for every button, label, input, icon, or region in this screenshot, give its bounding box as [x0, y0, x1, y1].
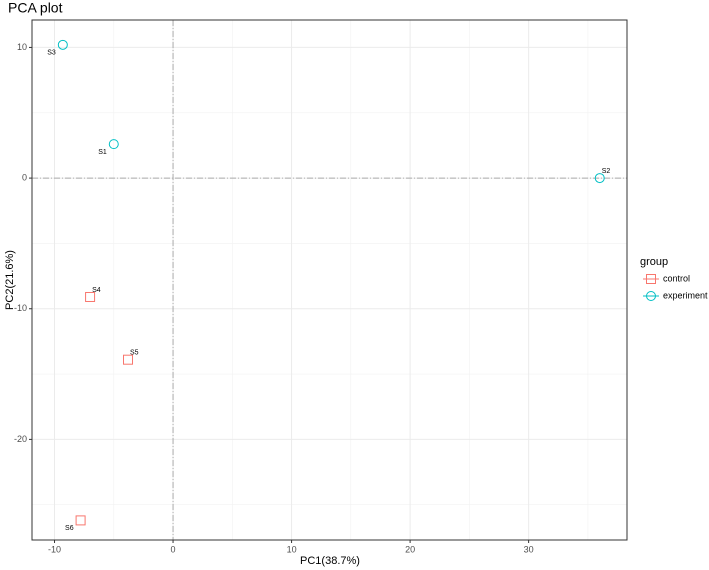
legend-key	[646, 274, 656, 284]
point-label: S2	[602, 168, 611, 175]
legend-label: experiment	[663, 290, 708, 300]
point-label: S3	[47, 50, 56, 57]
x-tick-label: 30	[524, 544, 534, 554]
y-tick-label: 0	[22, 172, 27, 182]
plot-border	[31, 19, 628, 541]
point	[85, 291, 96, 302]
chart-title: PCA plot	[8, 0, 63, 16]
point-label: S6	[65, 525, 74, 532]
x-tick-label: 20	[405, 544, 415, 554]
y-tick-label: -10	[14, 303, 27, 313]
legend-key	[646, 291, 656, 301]
legend-label: control	[663, 273, 690, 283]
point-label: S5	[130, 350, 139, 357]
legend-title: group	[640, 256, 668, 268]
x-axis-title: PC1(38.7%)	[300, 555, 360, 567]
point	[57, 39, 68, 50]
point	[108, 139, 119, 150]
point-label: S1	[98, 149, 107, 156]
x-tick-label: -10	[48, 544, 61, 554]
point	[594, 173, 605, 184]
point-label: S4	[92, 287, 101, 294]
x-tick-label: 0	[171, 544, 176, 554]
point	[123, 354, 134, 365]
y-tick-label: 10	[17, 42, 27, 52]
x-tick-label: 10	[287, 544, 297, 554]
y-axis-title: PC2(21.6%)	[4, 250, 16, 310]
point	[75, 515, 86, 526]
y-tick-label: -20	[14, 434, 27, 444]
